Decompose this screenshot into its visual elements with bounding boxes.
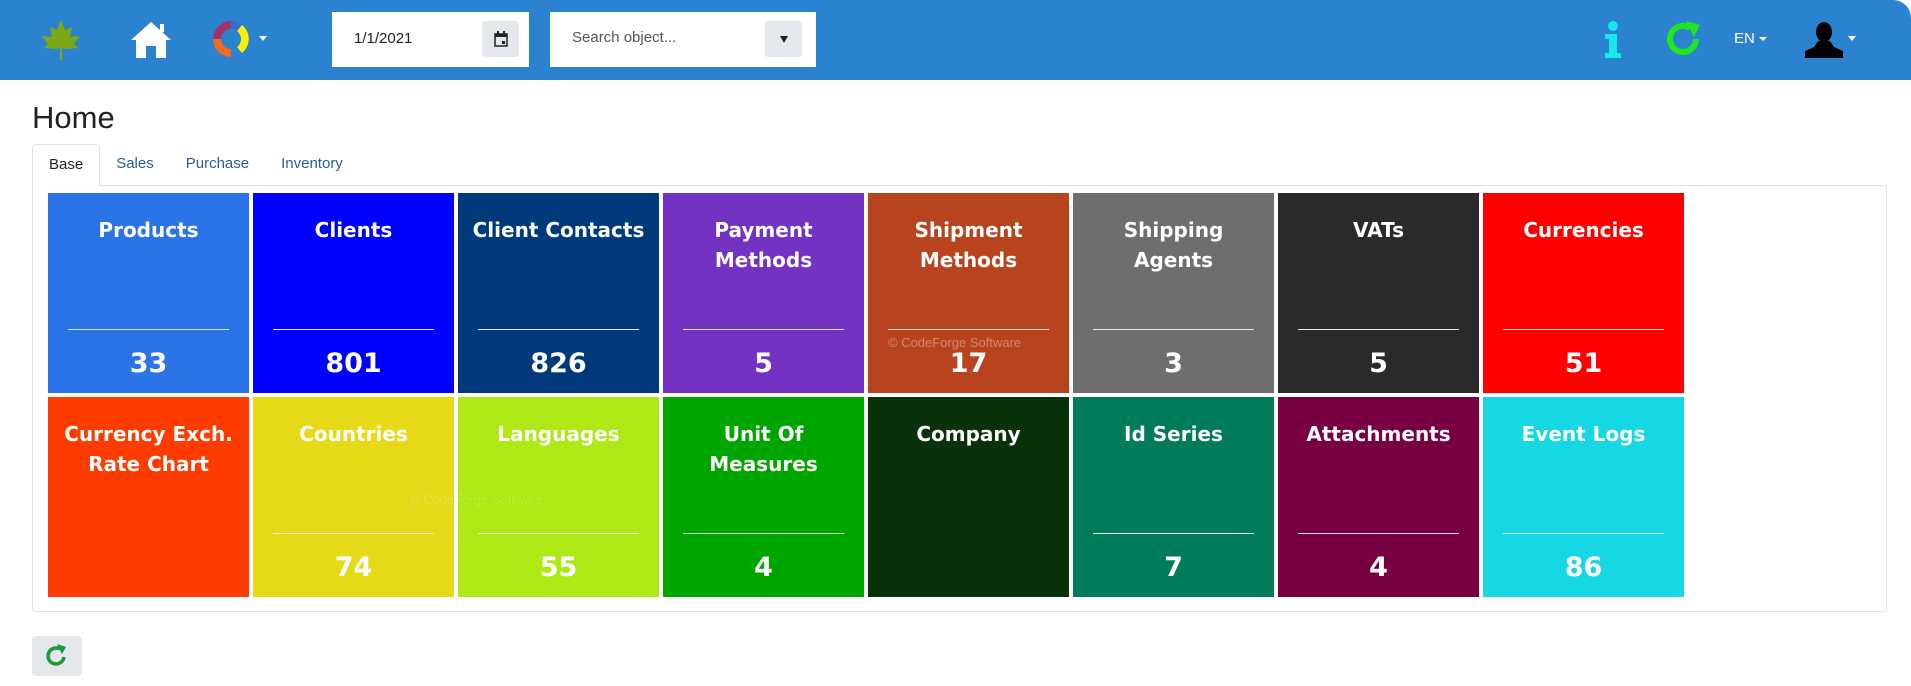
language-caret-icon bbox=[1759, 37, 1768, 42]
watermark-text: © CodeForge Software bbox=[410, 492, 544, 507]
tile-title: Id Series bbox=[1124, 422, 1223, 446]
tile-count: 4 bbox=[1369, 552, 1388, 583]
tile-count: 5 bbox=[754, 348, 773, 379]
tile-title: Payment Methods bbox=[714, 218, 813, 272]
tile-currency-exch-rate-chart[interactable]: Currency Exch. Rate Chart bbox=[48, 397, 249, 597]
tile-clients[interactable]: Clients 801 bbox=[253, 193, 454, 393]
info-icon[interactable] bbox=[1603, 20, 1623, 65]
tile-title: Products bbox=[98, 218, 199, 242]
dropdown-arrow-icon bbox=[779, 35, 788, 43]
search-input[interactable] bbox=[572, 29, 752, 46]
tile-count: 5 bbox=[1369, 348, 1388, 379]
app-switcher-logo-icon[interactable] bbox=[210, 18, 252, 65]
tile-shipping-agents[interactable]: Shipping Agents 3 bbox=[1073, 193, 1274, 393]
tab-inventory[interactable]: Inventory bbox=[281, 155, 343, 172]
tile-title: Clients bbox=[314, 218, 393, 242]
tile-count: 33 bbox=[129, 348, 168, 379]
tile-currencies[interactable]: Currencies 51 bbox=[1483, 193, 1684, 393]
tile-count: 55 bbox=[539, 552, 578, 583]
tile-title: Languages bbox=[497, 422, 620, 446]
object-search[interactable] bbox=[550, 12, 816, 67]
language-label: EN bbox=[1734, 30, 1755, 47]
tile-divider bbox=[683, 329, 844, 330]
tile-title: Unit Of Measures bbox=[709, 422, 818, 476]
home-icon[interactable] bbox=[130, 20, 172, 65]
tile-count: 7 bbox=[1164, 552, 1183, 583]
calendar-icon bbox=[493, 31, 508, 47]
tile-count: 17 bbox=[949, 348, 988, 379]
tab-sales[interactable]: Sales bbox=[116, 155, 154, 172]
tile-grid: Products 33 Clients 801 Client Contacts 826 Pa… bbox=[48, 193, 1684, 597]
tile-title: Event Logs bbox=[1521, 422, 1646, 446]
leaf-logo-icon[interactable] bbox=[40, 18, 82, 67]
tile-count: 801 bbox=[325, 348, 382, 379]
tile-vats[interactable]: VATs 5 bbox=[1278, 193, 1479, 393]
calendar-button[interactable] bbox=[482, 21, 519, 57]
refresh-icon[interactable] bbox=[1664, 19, 1704, 64]
tile-divider bbox=[1503, 533, 1664, 534]
tile-attachments[interactable]: Attachments 4 bbox=[1278, 397, 1479, 597]
tile-divider bbox=[273, 329, 434, 330]
tile-title: Currency Exch. Rate Chart bbox=[64, 422, 233, 476]
tile-divider bbox=[1298, 329, 1459, 330]
tile-unit-of-measures[interactable]: Unit Of Measures 4 bbox=[663, 397, 864, 597]
refresh-button[interactable] bbox=[32, 636, 82, 676]
tile-title: Company bbox=[916, 422, 1021, 446]
tile-divider bbox=[68, 329, 229, 330]
user-menu-caret-icon[interactable] bbox=[1848, 36, 1856, 41]
tab-content-panel bbox=[32, 185, 1887, 612]
tab-purchase[interactable]: Purchase bbox=[185, 155, 250, 172]
top-navbar: 1/1/2021 EN bbox=[0, 0, 1911, 80]
tile-client-contacts[interactable]: Client Contacts 826 bbox=[458, 193, 659, 393]
tile-event-logs[interactable]: Event Logs 86 bbox=[1483, 397, 1684, 597]
language-selector[interactable]: EN bbox=[1734, 30, 1768, 47]
tile-payment-methods[interactable]: Payment Methods 5 bbox=[663, 193, 864, 393]
tile-title: Shipping Agents bbox=[1123, 218, 1224, 272]
tile-divider bbox=[273, 533, 434, 534]
tile-divider bbox=[1093, 533, 1254, 534]
search-dropdown-button[interactable] bbox=[765, 21, 802, 57]
tile-count: 86 bbox=[1564, 552, 1603, 583]
tile-company[interactable]: Company bbox=[868, 397, 1069, 597]
app-switcher-caret-icon[interactable] bbox=[259, 36, 267, 41]
tile-languages[interactable]: Languages 55 bbox=[458, 397, 659, 597]
tile-divider bbox=[888, 329, 1049, 330]
tile-divider bbox=[683, 533, 844, 534]
refresh-icon bbox=[46, 644, 66, 666]
tile-title: Shipment Methods bbox=[914, 218, 1023, 272]
tile-divider bbox=[1298, 533, 1459, 534]
tile-divider bbox=[1503, 329, 1664, 330]
tile-id-series[interactable]: Id Series 7 bbox=[1073, 397, 1274, 597]
user-avatar-icon[interactable] bbox=[1803, 21, 1845, 64]
tile-count: 51 bbox=[1564, 348, 1603, 379]
tile-count: 74 bbox=[334, 552, 373, 583]
tile-shipment-methods[interactable]: Shipment Methods 17 bbox=[868, 193, 1069, 393]
date-picker[interactable]: 1/1/2021 bbox=[332, 12, 529, 67]
tile-divider bbox=[478, 533, 639, 534]
tile-title: Currencies bbox=[1523, 218, 1644, 242]
tile-products[interactable]: Products 33 bbox=[48, 193, 249, 393]
date-value[interactable]: 1/1/2021 bbox=[354, 30, 413, 47]
tile-title: Countries bbox=[299, 422, 408, 446]
tab-base[interactable]: Base bbox=[32, 144, 101, 186]
tile-divider bbox=[1093, 329, 1254, 330]
tile-title: VATs bbox=[1353, 218, 1404, 242]
tile-title: Client Contacts bbox=[472, 218, 645, 242]
watermark-text: © CodeForge Software bbox=[888, 335, 1022, 350]
tile-countries[interactable]: Countries 74 bbox=[253, 397, 454, 597]
tile-count: 4 bbox=[754, 552, 773, 583]
tile-count: 826 bbox=[530, 348, 587, 379]
tile-divider bbox=[478, 329, 639, 330]
tile-title: Attachments bbox=[1306, 422, 1451, 446]
tab-bar: Base Sales Purchase Inventory bbox=[32, 144, 359, 186]
tile-count: 3 bbox=[1164, 348, 1183, 379]
page-title: Home bbox=[32, 100, 115, 135]
